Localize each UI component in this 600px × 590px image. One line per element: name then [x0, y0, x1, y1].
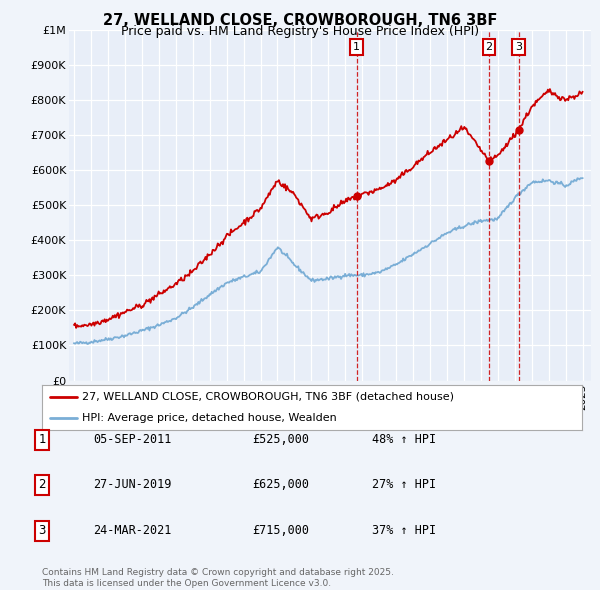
- Text: £525,000: £525,000: [252, 433, 309, 446]
- Text: 1: 1: [38, 433, 46, 446]
- Text: 37% ↑ HPI: 37% ↑ HPI: [372, 525, 436, 537]
- Text: 3: 3: [38, 525, 46, 537]
- Text: 24-MAR-2021: 24-MAR-2021: [93, 525, 172, 537]
- Text: 1: 1: [353, 42, 360, 52]
- Text: 2: 2: [485, 42, 493, 52]
- Text: 27, WELLAND CLOSE, CROWBOROUGH, TN6 3BF: 27, WELLAND CLOSE, CROWBOROUGH, TN6 3BF: [103, 13, 497, 28]
- Text: 27% ↑ HPI: 27% ↑ HPI: [372, 478, 436, 491]
- Text: £625,000: £625,000: [252, 478, 309, 491]
- Text: 27, WELLAND CLOSE, CROWBOROUGH, TN6 3BF (detached house): 27, WELLAND CLOSE, CROWBOROUGH, TN6 3BF …: [83, 392, 455, 402]
- Text: 48% ↑ HPI: 48% ↑ HPI: [372, 433, 436, 446]
- Text: 05-SEP-2011: 05-SEP-2011: [93, 433, 172, 446]
- Text: HPI: Average price, detached house, Wealden: HPI: Average price, detached house, Weal…: [83, 413, 337, 423]
- Text: 27-JUN-2019: 27-JUN-2019: [93, 478, 172, 491]
- Text: Price paid vs. HM Land Registry's House Price Index (HPI): Price paid vs. HM Land Registry's House …: [121, 25, 479, 38]
- Text: 3: 3: [515, 42, 522, 52]
- Text: Contains HM Land Registry data © Crown copyright and database right 2025.
This d: Contains HM Land Registry data © Crown c…: [42, 568, 394, 588]
- Text: 2: 2: [38, 478, 46, 491]
- Text: £715,000: £715,000: [252, 525, 309, 537]
